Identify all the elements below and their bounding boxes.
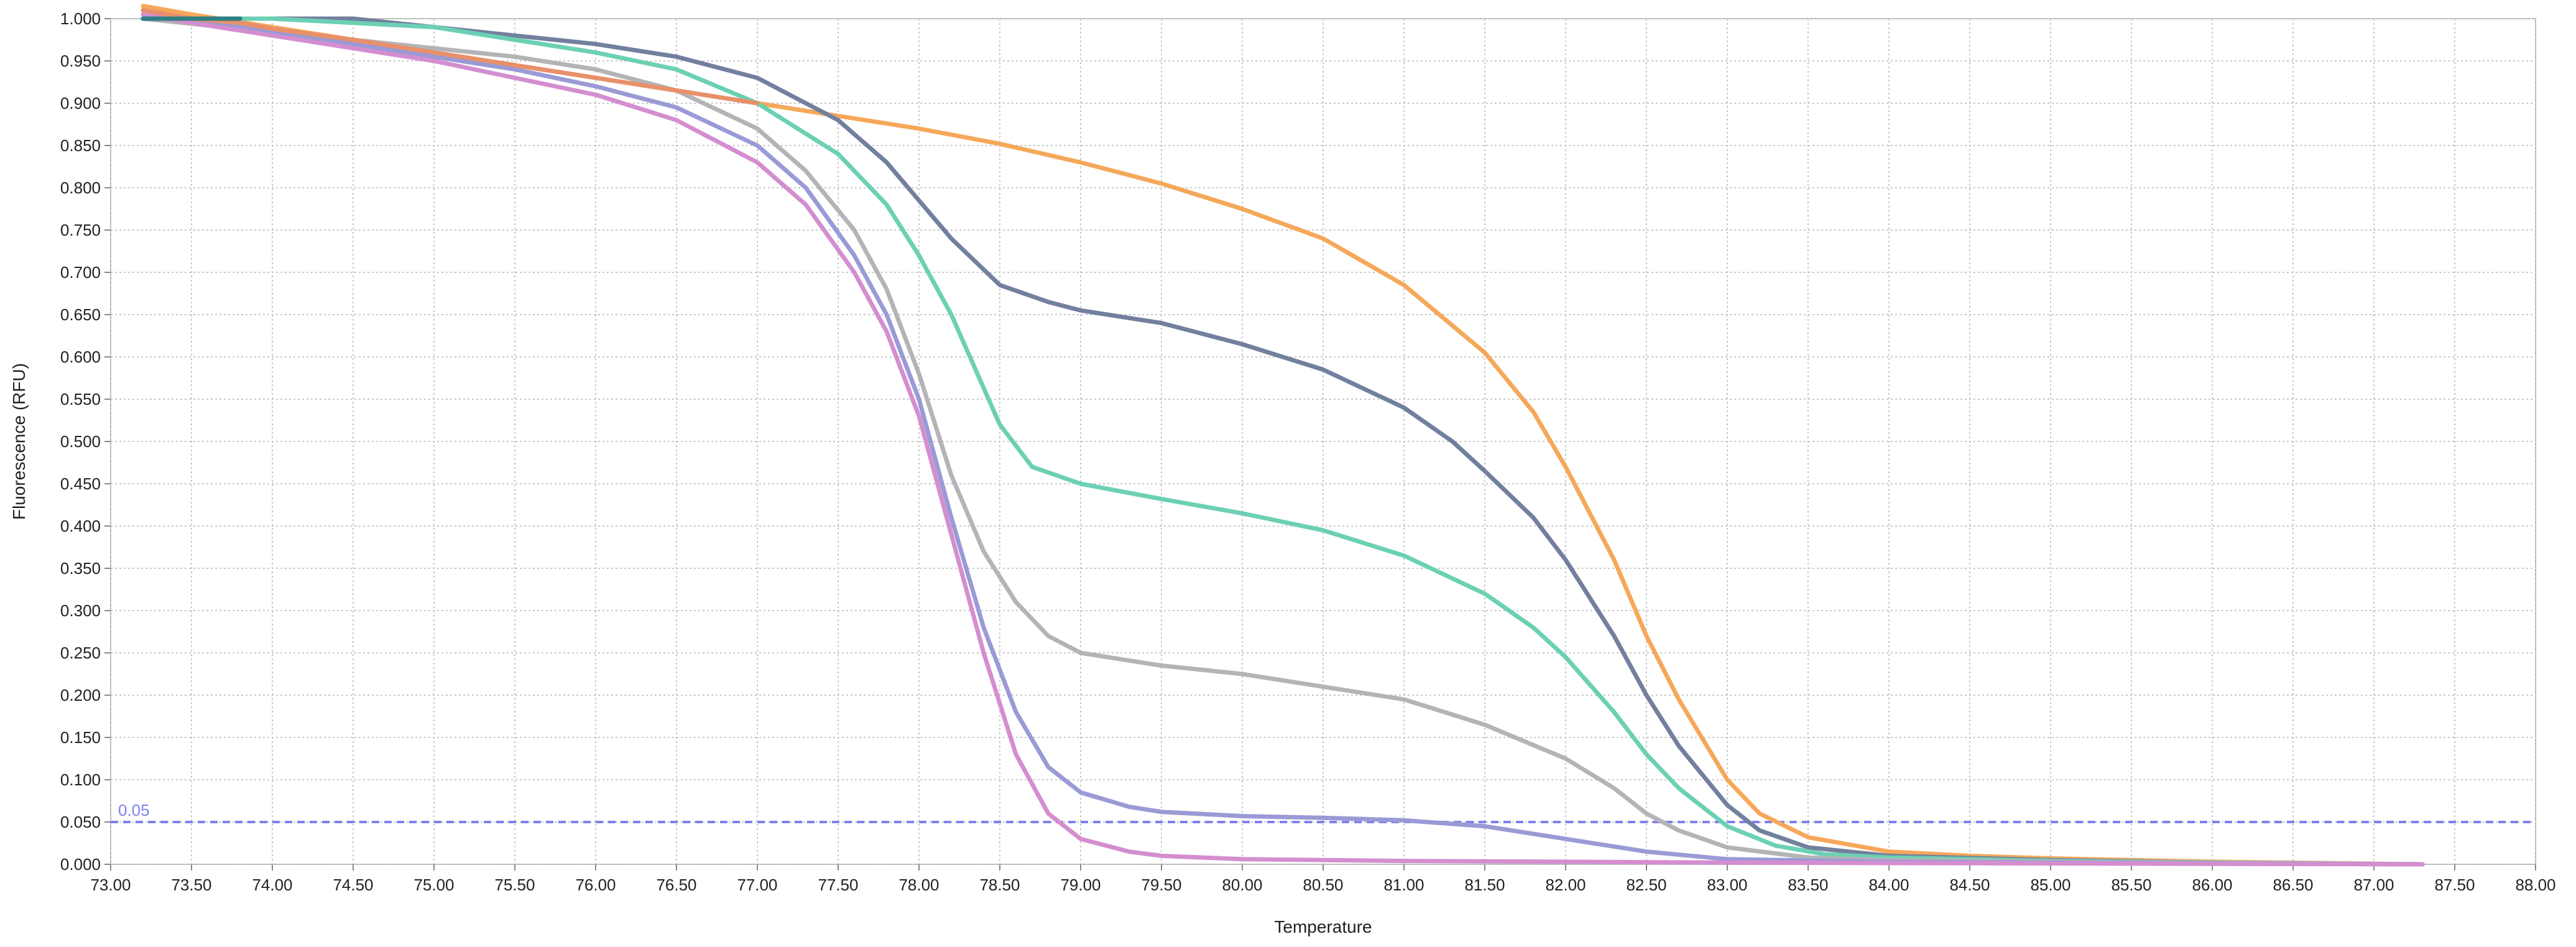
x-tick-label: 84.00 [1868,875,1909,894]
axis-labels: Temperature Fluorescence (RFU) [9,363,1372,936]
y-tick-label: 0.950 [60,52,101,70]
x-tick-label: 83.50 [1788,875,1828,894]
series-line-6[interactable] [141,12,2425,867]
y-tick-label: 0.500 [60,432,101,451]
y-tick-label: 0.900 [60,94,101,113]
x-tick-label: 73.00 [90,875,131,894]
x-tick-label: 80.00 [1222,875,1262,894]
series-line-3[interactable] [141,16,2425,867]
y-tick-label: 0.850 [60,136,101,155]
y-tick-label: 0.100 [60,770,101,789]
y-tick-label: 0.350 [60,559,101,578]
x-tick-label: 77.00 [737,875,777,894]
x-tick-label: 85.50 [2111,875,2151,894]
x-tick-label: 73.50 [171,875,211,894]
y-tick-label: 0.600 [60,348,101,366]
y-tick-label: 0.250 [60,644,101,662]
y-tick-label: 0.700 [60,263,101,282]
y-tick-label: 0.300 [60,601,101,620]
x-tick-label: 76.50 [656,875,696,894]
x-axis-label: Temperature [1274,917,1372,936]
y-tick-label: 0.150 [60,728,101,747]
x-tick-label: 85.00 [2030,875,2070,894]
x-tick-label: 88.00 [2515,875,2555,894]
y-tick-label: 1.000 [60,9,101,28]
x-tick-label: 75.00 [413,875,454,894]
y-tick-label: 0.200 [60,686,101,704]
y-tick-label: 0.450 [60,474,101,493]
series-line-5[interactable] [141,12,2425,867]
x-tick-label: 86.50 [2273,875,2313,894]
series-line-4[interactable] [141,16,2425,867]
x-tick-label: 76.00 [575,875,616,894]
x-tick-label: 78.50 [979,875,1020,894]
x-tick-label: 75.50 [494,875,535,894]
x-tick-label: 74.50 [333,875,373,894]
x-tick-label: 86.00 [2192,875,2232,894]
x-tick-label: 80.50 [1303,875,1343,894]
series-line-2[interactable] [141,16,2425,867]
grid [110,18,2536,865]
y-tick-label: 0.750 [60,221,101,239]
x-tick-label: 79.00 [1060,875,1101,894]
y-axis-label: Fluorescence (RFU) [9,363,29,520]
y-tick-label: 0.550 [60,390,101,409]
x-tick-label: 82.00 [1545,875,1586,894]
y-tick-label: 0.050 [60,813,101,831]
x-tick-label: 78.00 [898,875,939,894]
series-group [141,4,2425,867]
axes: 73.00 73.50 74.00 74.50 75.00 75.50 76.00 76.50… [60,9,2556,894]
threshold: 0.05 [111,801,2536,823]
x-tick-label: 84.50 [1949,875,1990,894]
x-tick-label: 82.50 [1626,875,1666,894]
x-tick-label: 87.50 [2434,875,2475,894]
x-tick-label: 81.00 [1383,875,1424,894]
x-tick-label: 87.00 [2353,875,2394,894]
y-tick-label: 0.650 [60,305,101,324]
x-tick-label: 83.00 [1707,875,1747,894]
y-tick-label: 0.400 [60,517,101,535]
y-tick-label: 0.800 [60,178,101,197]
threshold-label: 0.05 [118,801,150,820]
x-tick-label: 79.50 [1141,875,1181,894]
x-tick-label: 77.50 [818,875,858,894]
y-tick-label: 0.000 [60,855,101,874]
x-tick-label: 81.50 [1464,875,1505,894]
x-tick-label: 74.00 [252,875,292,894]
